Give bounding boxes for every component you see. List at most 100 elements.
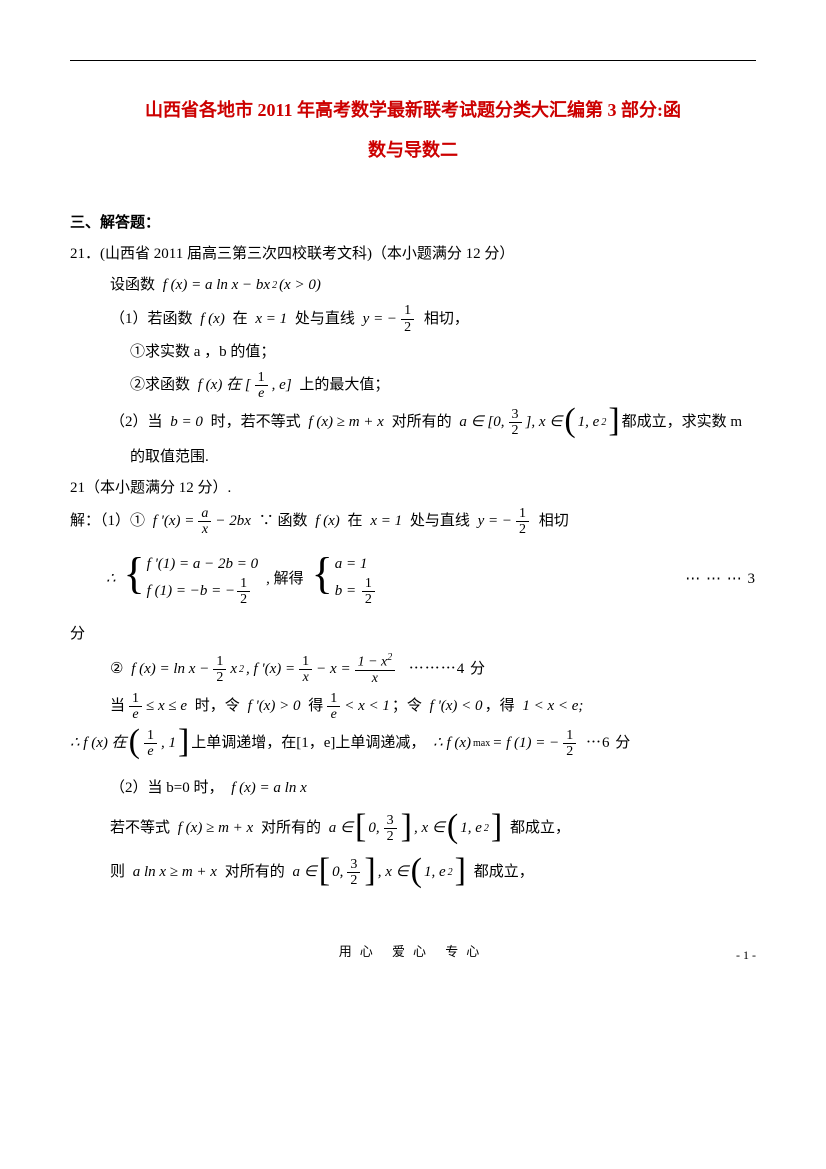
t: 处与直线: [410, 508, 470, 535]
lp: (: [447, 810, 458, 844]
frac-32: 32: [384, 813, 397, 845]
t: 则: [110, 859, 125, 886]
sol-part2-line1: ② f (x) = ln x − 12 x2 , f '(x) = 1x − x…: [70, 652, 756, 686]
z: 0,: [368, 815, 379, 842]
q21-part1: （1）若函数 f (x) 在 x = 1 处与直线 y = − 12 相切，: [70, 303, 756, 335]
frac-1e: 1e: [144, 728, 157, 760]
t: 都成立，: [474, 859, 534, 886]
expr: f (x) = a ln x − bx: [163, 272, 270, 299]
t: 当: [110, 693, 125, 720]
frac-half: 12: [362, 576, 375, 608]
q21-header: 21．(山西省 2011 届高三第三次四校联考文科)（本小题满分 12 分）: [70, 241, 756, 268]
frac-half: 12: [563, 728, 576, 760]
lb: [: [319, 854, 330, 888]
r2: 1, e: [578, 409, 600, 436]
score-4: ⋯⋯⋯4 分: [409, 656, 486, 683]
title-line-1: 山西省各地市 2011 年高考数学最新联考试题分类大汇编第 3 部分:函: [145, 100, 681, 120]
sq: 2: [272, 277, 277, 295]
t: ∵ 函数: [259, 508, 308, 535]
a-in: a ∈: [329, 815, 353, 842]
lp: (: [564, 404, 575, 438]
eq: = f (1) = −: [492, 730, 559, 757]
frac-1e: 1e: [129, 691, 142, 723]
x1: x = 1: [370, 508, 402, 535]
sol-p2-line3: 则 a ln x ≥ m + x 对所有的 a ∈ [0, 32 ] , x ∈…: [70, 856, 756, 890]
doc-title: 山西省各地市 2011 年高考数学最新联考试题分类大汇编第 3 部分:函 数与导…: [70, 91, 756, 170]
c: , x ∈: [414, 815, 445, 842]
q21-part2: （2）当 b = 0 时，若不等式 f (x) ≥ m + x 对所有的 a ∈…: [70, 406, 756, 440]
frac-32: 32: [509, 407, 522, 439]
score-3: ⋯ ⋯ ⋯ 3: [685, 566, 756, 593]
frac-half: 12: [213, 654, 226, 686]
t: 都成立，求实数 m: [622, 409, 742, 436]
c: , x ∈: [378, 859, 409, 886]
b0: b = 0: [170, 409, 203, 436]
frac-1e: 1e: [255, 370, 268, 402]
frac-half: 12: [237, 576, 250, 608]
label: 设函数: [110, 272, 155, 299]
ineq: f (x) ≥ m + x: [308, 409, 383, 436]
mx: − x =: [316, 656, 350, 683]
solve: , 解得: [266, 566, 304, 593]
t: （1）若函数: [110, 306, 193, 333]
t: 解：（1）①: [70, 508, 145, 535]
q21-part2-tail: 的取值范围.: [70, 444, 756, 471]
section-heading: 三、解答题：: [70, 210, 756, 237]
x1: x = 1: [255, 306, 287, 333]
x2: x: [230, 656, 237, 683]
fx: f (x) = a ln x: [231, 775, 307, 802]
title-line-2: 数与导数二: [368, 140, 458, 160]
fp: f '(x) > 0: [248, 693, 301, 720]
rb: ]: [401, 810, 412, 844]
sol-p2-line2: 若不等式 f (x) ≥ m + x 对所有的 a ∈ [0, 32 ] , x…: [70, 812, 756, 846]
y: y = −: [478, 508, 512, 535]
system-left: { f '(1) = a − 2b = 0 f (1) = −b = −12: [124, 552, 259, 608]
a-in: a ∈ [0,: [459, 409, 504, 436]
r: ], x ∈: [526, 409, 563, 436]
t: ，得: [485, 693, 515, 720]
t: 在: [348, 508, 363, 535]
t: 上单调递增，在[1，e]上单调递减，: [191, 730, 425, 757]
r2: 1, e: [424, 859, 446, 886]
q21-sub2: ②求函数 f (x) 在 [ 1e , e] 上的最大值；: [70, 370, 756, 402]
t: 在: [233, 306, 248, 333]
t: 得: [308, 693, 323, 720]
sq: 2: [239, 661, 244, 679]
frac-1mx2: 1 − x2x: [355, 652, 396, 686]
fen: 分: [70, 621, 756, 648]
lp: (: [129, 725, 140, 759]
frac-32: 32: [347, 857, 360, 889]
sol-p2-line1: （2）当 b=0 时， f (x) = a ln x: [70, 775, 756, 802]
fx: f (x) = ln x −: [131, 656, 209, 683]
therefore: ∴: [106, 566, 116, 593]
z: 0,: [332, 859, 343, 886]
t: 若不等式: [110, 815, 170, 842]
a1: a = 1: [335, 552, 377, 576]
t: 时，令: [195, 693, 240, 720]
ineq: f (x) ≥ m + x: [178, 815, 253, 842]
b: b =: [335, 579, 356, 603]
t: 相切，: [424, 306, 469, 333]
t: 对所有的: [225, 859, 285, 886]
rb2: ]: [455, 854, 466, 888]
t: ∴ f (x) 在: [70, 730, 127, 757]
c: , f '(x) =: [246, 656, 295, 683]
y: y = −: [363, 306, 397, 333]
eq1: f '(1) = a − 2b = 0: [147, 552, 258, 576]
frac-1x: 1x: [299, 654, 312, 686]
r: , e]: [272, 372, 292, 399]
system-right: { a = 1 b = 12: [312, 552, 377, 608]
t: 时，若不等式: [211, 409, 301, 436]
sol-part2-mono: ∴ f (x) 在 ( 1e , 1 ] 上单调递增，在[1，e]上单调递减， …: [70, 727, 756, 761]
frac-half: 12: [516, 506, 529, 538]
sol-part2-when: 当 1e ≤ x ≤ e 时，令 f '(x) > 0 得 1e < x < 1…: [70, 691, 756, 723]
fx: f (x): [200, 306, 225, 333]
r: 1 < x < e;: [522, 693, 583, 720]
sol-system: ∴ { f '(1) = a − 2b = 0 f (1) = −b = −12…: [70, 542, 756, 618]
sol-header: 21（本小题满分 12 分）.: [70, 475, 756, 502]
a-in: a ∈: [292, 859, 316, 886]
t: ②求函数: [130, 372, 190, 399]
t: （2）当: [110, 409, 163, 436]
sq: 2: [448, 864, 453, 882]
t: ；令: [392, 693, 422, 720]
